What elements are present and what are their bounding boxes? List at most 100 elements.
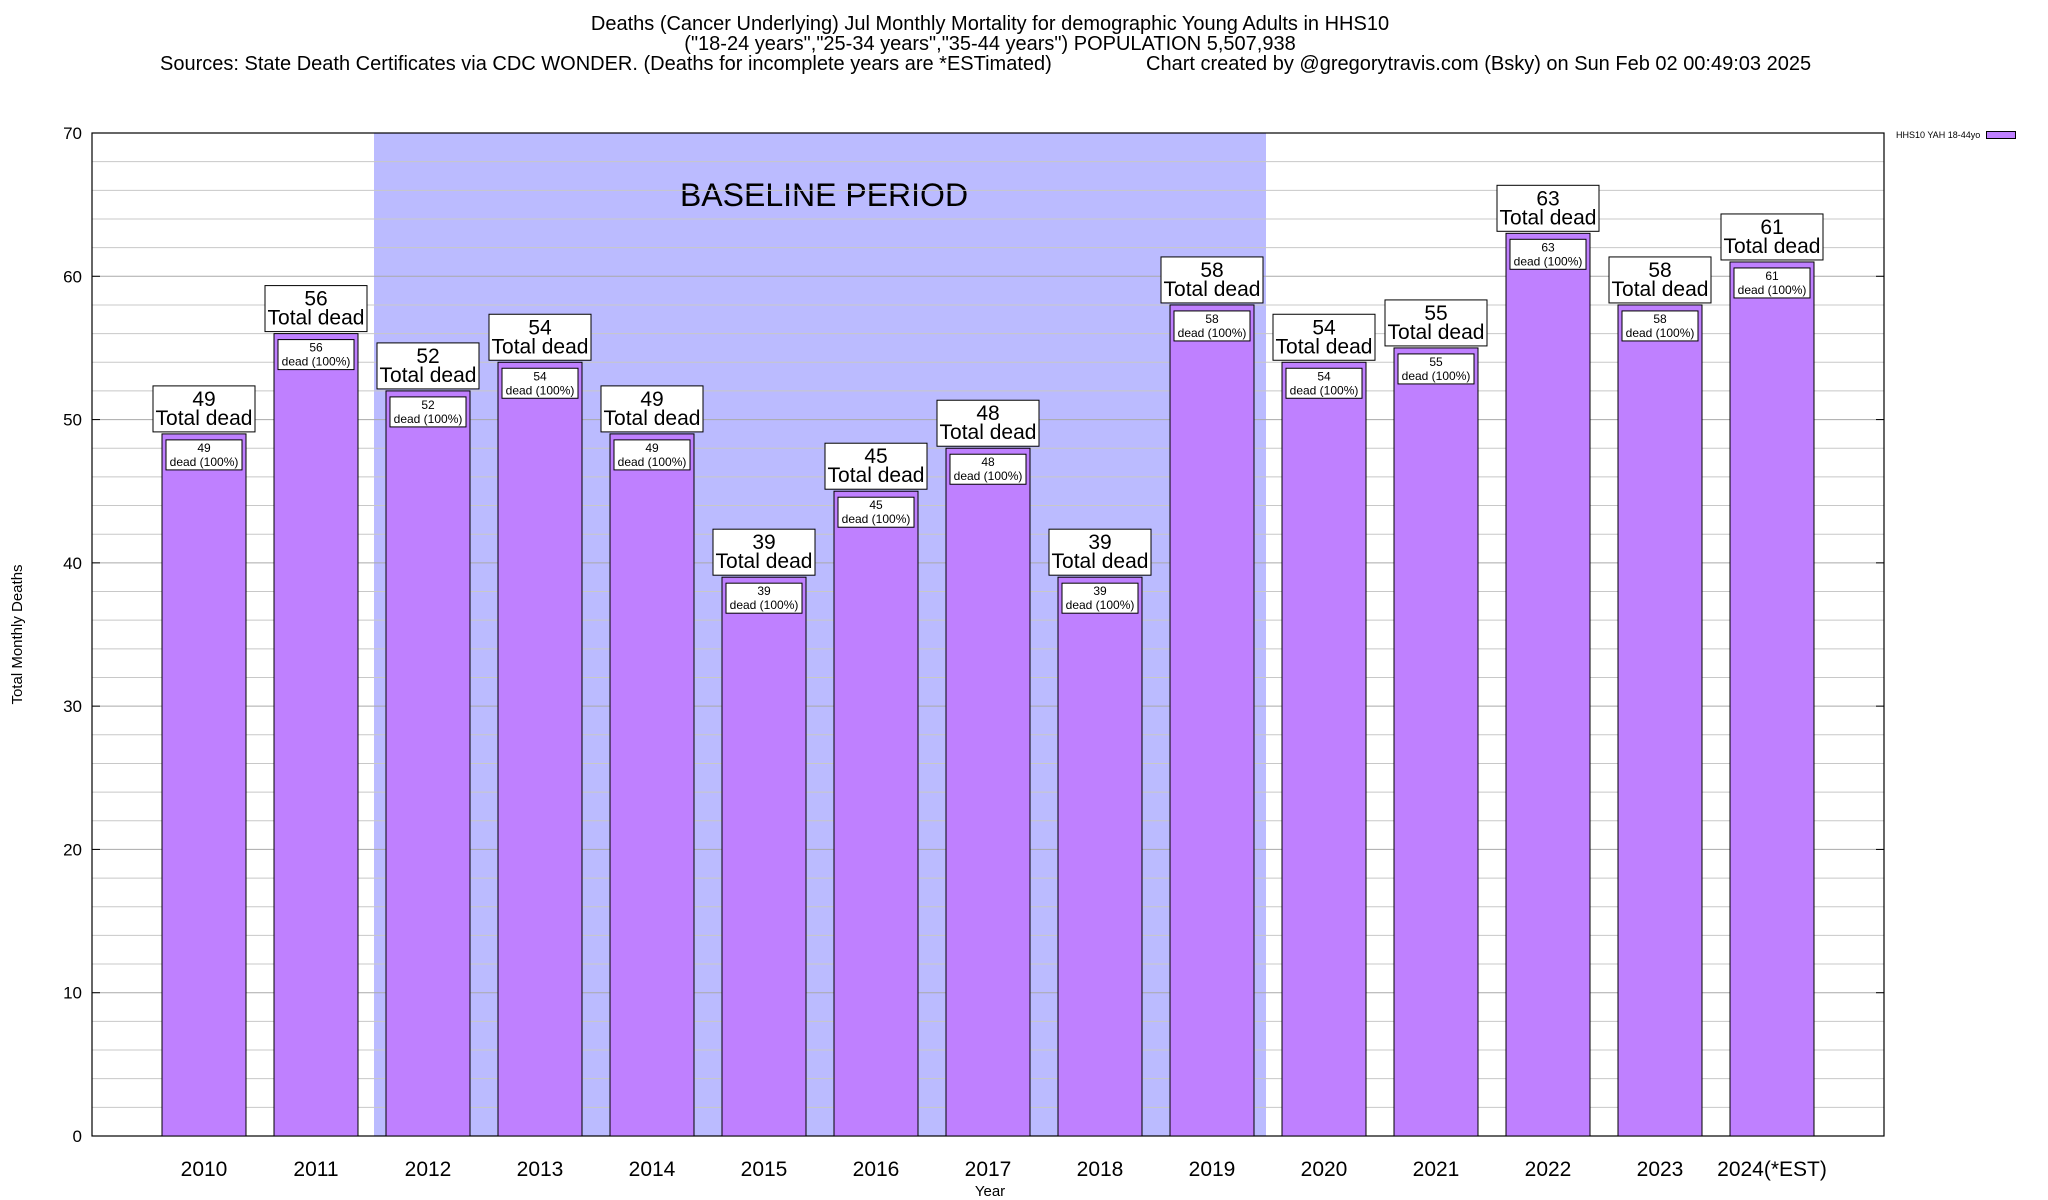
bar-top-label-box xyxy=(1608,256,1712,304)
bar-top-label: Total dead xyxy=(1276,335,1373,358)
bar-inner-label-box xyxy=(1061,582,1139,614)
bar-top-value: 61 xyxy=(1760,216,1783,239)
y-tick-label: 60 xyxy=(63,267,82,286)
bar-inner-value: 58 xyxy=(1205,312,1219,326)
x-tick-label: 2012 xyxy=(405,1158,452,1181)
bar-top-label-box xyxy=(264,285,368,333)
bar xyxy=(1169,304,1255,1137)
bar-top-label: Total dead xyxy=(1612,278,1709,301)
chart-sources: Sources: State Death Certificates via CD… xyxy=(160,53,1052,75)
bar xyxy=(273,333,359,1137)
chart-title: Deaths (Cancer Underlying) Jul Monthly M… xyxy=(0,14,1980,54)
x-tick-label: 2011 xyxy=(293,1158,338,1181)
bar-top-label-box xyxy=(600,385,704,433)
bar xyxy=(1617,304,1703,1137)
bar-inner-label: dead (100%) xyxy=(1626,326,1695,340)
bar-top-label: Total dead xyxy=(604,407,701,430)
bar-top-label: Total dead xyxy=(492,335,589,358)
bar-top-label-box xyxy=(1720,213,1824,261)
bar-top-label-box xyxy=(824,442,928,490)
bar-inner-label: dead (100%) xyxy=(1066,598,1135,612)
bar-inner-label-box xyxy=(277,339,355,371)
bar xyxy=(833,490,919,1137)
x-tick-label: 2020 xyxy=(1301,1158,1348,1181)
bar-inner-value: 63 xyxy=(1541,240,1555,254)
bar-top-label: Total dead xyxy=(1052,550,1149,573)
bar-top-label: Total dead xyxy=(156,407,253,430)
chart-legend: HHS10 YAH 18-44yo xyxy=(1896,130,2017,140)
bar-top-label: Total dead xyxy=(1724,235,1821,258)
bar-inner-label-box xyxy=(501,367,579,399)
baseline-period-label: BASELINE PERIOD xyxy=(680,177,968,213)
bar xyxy=(1729,261,1815,1137)
x-tick-label: 2021 xyxy=(1413,1158,1460,1181)
bar-top-label-box xyxy=(1384,299,1488,347)
bar-inner-label-box xyxy=(949,453,1027,485)
bar-top-value: 55 xyxy=(1424,302,1447,325)
bar-top-label-box xyxy=(1160,256,1264,304)
bar xyxy=(1505,232,1591,1137)
x-tick-label: 2018 xyxy=(1077,1158,1124,1181)
legend-label: HHS10 YAH 18-44yo xyxy=(1896,130,1981,140)
bar-inner-value: 58 xyxy=(1653,312,1667,326)
bar-top-label: Total dead xyxy=(1388,321,1485,344)
bar-top-label: Total dead xyxy=(1164,278,1261,301)
bar-top-value: 45 xyxy=(864,445,887,468)
bar-inner-label: dead (100%) xyxy=(394,412,463,426)
bar-top-value: 39 xyxy=(1088,531,1111,554)
bar-inner-label: dead (100%) xyxy=(1178,326,1247,340)
bar-top-label: Total dead xyxy=(940,421,1037,444)
bar-top-value: 49 xyxy=(640,388,663,411)
bar-inner-value: 39 xyxy=(1093,584,1107,598)
bar-inner-label-box xyxy=(613,439,691,471)
bar-inner-value: 52 xyxy=(421,398,435,412)
bar-inner-label-box xyxy=(1733,267,1811,299)
bar-inner-label: dead (100%) xyxy=(954,469,1023,483)
y-tick-label: 40 xyxy=(63,554,82,573)
bar-top-label: Total dead xyxy=(716,550,813,573)
bar-inner-label: dead (100%) xyxy=(842,512,911,526)
y-axis-label: Total Monthly Deaths xyxy=(9,564,26,704)
bar xyxy=(1393,347,1479,1137)
bar-inner-label: dead (100%) xyxy=(730,598,799,612)
bar-inner-value: 61 xyxy=(1765,269,1779,283)
bar xyxy=(1057,576,1143,1137)
y-tick-label: 0 xyxy=(73,1127,82,1146)
bar-inner-value: 54 xyxy=(533,369,547,383)
x-tick-label: 2014 xyxy=(629,1158,676,1181)
bar-inner-value: 56 xyxy=(309,341,323,355)
bar-inner-label: dead (100%) xyxy=(170,455,239,469)
bar-top-value: 58 xyxy=(1200,259,1223,282)
bar-top-value: 39 xyxy=(752,531,775,554)
bar-inner-value: 45 xyxy=(869,498,883,512)
bar-top-label-box xyxy=(376,342,480,390)
x-tick-label: 2024(*EST) xyxy=(1717,1158,1827,1181)
bar xyxy=(497,361,583,1137)
bar-inner-label: dead (100%) xyxy=(618,455,687,469)
y-tick-label: 30 xyxy=(63,697,82,716)
bar-top-label-box xyxy=(712,528,816,576)
bar-inner-label: dead (100%) xyxy=(1514,254,1583,268)
bar-top-value: 54 xyxy=(1312,316,1336,339)
bar xyxy=(609,433,695,1137)
bar-top-value: 63 xyxy=(1536,187,1559,210)
bar-inner-value: 54 xyxy=(1317,369,1331,383)
bar-inner-label-box xyxy=(1397,353,1475,385)
bar-top-label: Total dead xyxy=(828,464,925,487)
bar xyxy=(385,390,471,1137)
chart-title-line-1: Deaths (Cancer Underlying) Jul Monthly M… xyxy=(590,13,1390,35)
x-tick-label: 2015 xyxy=(741,1158,788,1181)
x-tick-label: 2016 xyxy=(853,1158,900,1181)
chart-title-line-2: ("18-24 years","25-34 years","35-44 year… xyxy=(684,33,1296,55)
bar-inner-value: 39 xyxy=(757,584,771,598)
bar-inner-label: dead (100%) xyxy=(506,383,575,397)
y-tick-label: 20 xyxy=(63,840,82,859)
bar-top-label: Total dead xyxy=(1500,206,1597,229)
bar-inner-label-box xyxy=(165,439,243,471)
y-tick-label: 50 xyxy=(63,411,82,430)
bar-top-value: 54 xyxy=(528,316,552,339)
bar-top-label-box xyxy=(936,399,1040,447)
bar-inner-label-box xyxy=(1621,310,1699,342)
bar-inner-label: dead (100%) xyxy=(1402,369,1471,383)
bar-inner-label-box xyxy=(1509,238,1587,270)
